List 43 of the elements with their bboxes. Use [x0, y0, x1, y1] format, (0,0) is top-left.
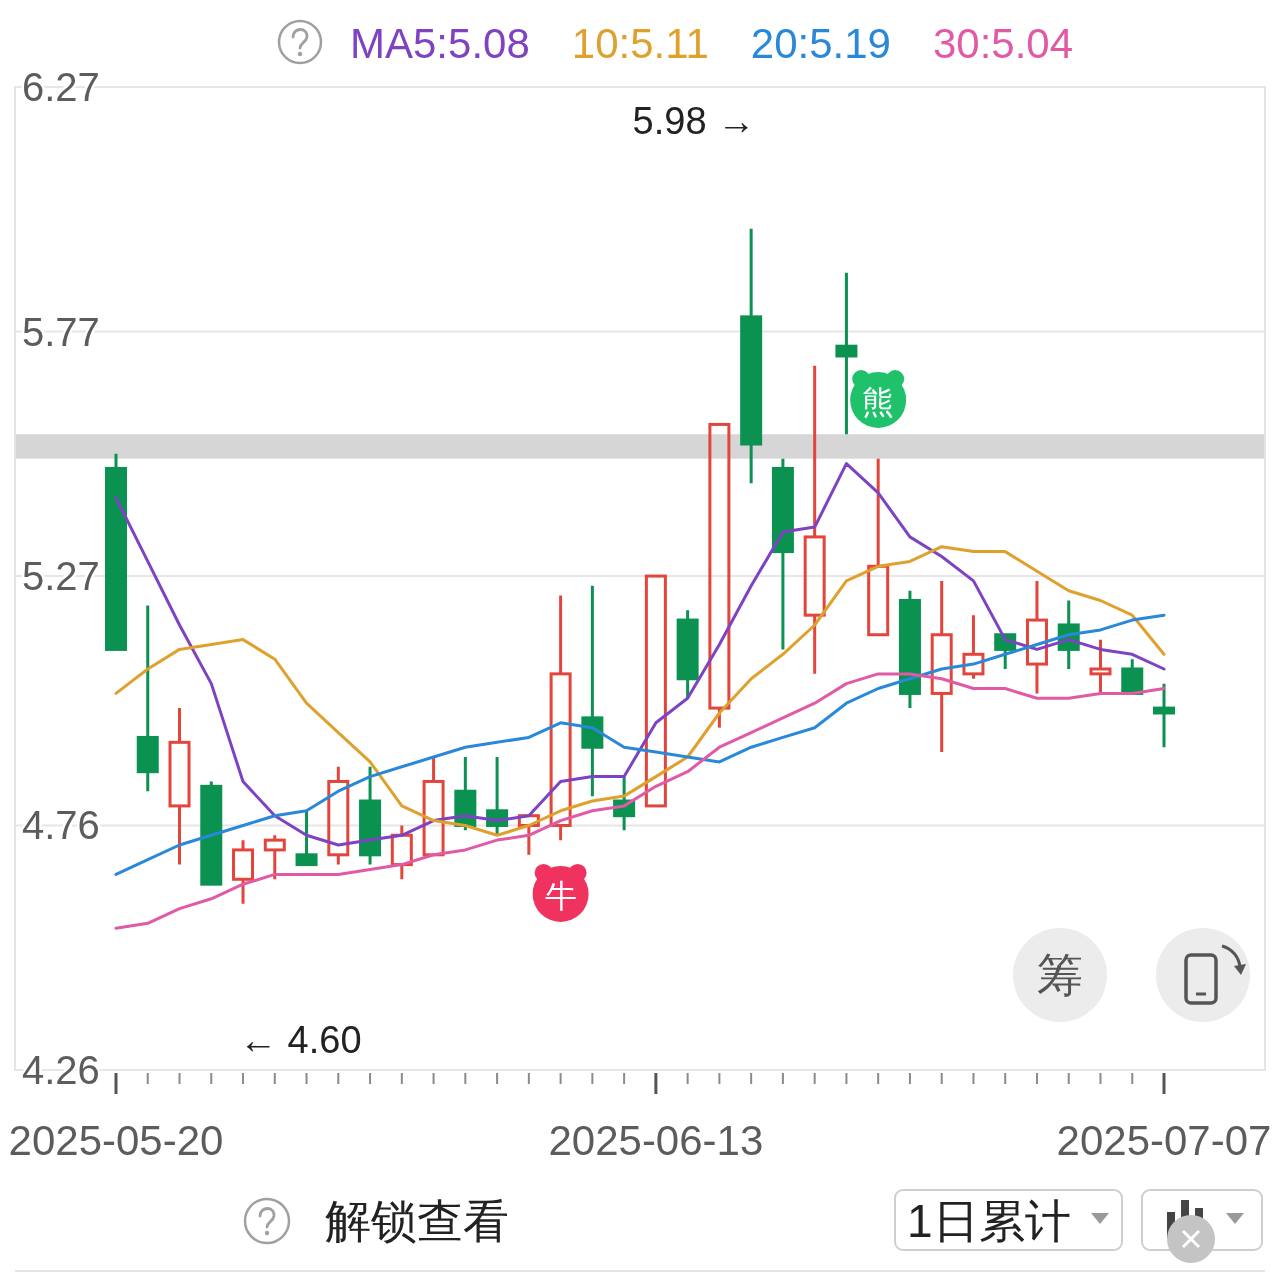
candlestick: [708, 422, 731, 728]
y-tick-label: 6.27: [22, 65, 100, 109]
line-series: [114, 545, 1166, 837]
candlestick: [676, 610, 699, 699]
candlestick: [740, 228, 763, 484]
line-series: [114, 672, 1166, 930]
text: 30:5.04: [932, 19, 1074, 67]
candlestick: [136, 605, 159, 792]
annotation: ← 4.60: [239, 1019, 362, 1061]
candlestick: [771, 458, 794, 650]
candlestick: [232, 840, 255, 904]
annotation: 筹: [1037, 949, 1083, 1001]
data-label: 牛: [544, 877, 577, 914]
candlestick: [930, 580, 953, 753]
text: 1日累计: [907, 1195, 1071, 1247]
candlestick: [962, 615, 985, 679]
candlestick: [581, 585, 604, 797]
candlestick: [867, 458, 890, 637]
y-tick-label: 5.77: [22, 309, 100, 354]
candlestick: [1089, 639, 1112, 694]
line-series: [114, 462, 1166, 847]
x-tick-label: 2025-07-07: [1056, 1116, 1272, 1164]
y-tick-label: 5.27: [22, 554, 100, 599]
candlestick: [168, 708, 191, 865]
y-tick-label: 4.76: [22, 803, 100, 848]
line-series: [114, 613, 1166, 876]
y-tick-label: 4.26: [22, 1048, 100, 1092]
annotation: 5.98 →: [632, 100, 756, 142]
candlestick: [327, 766, 350, 865]
x-tick-label: 2025-06-13: [548, 1116, 764, 1164]
candlestick: [359, 766, 382, 865]
candlestick: [295, 810, 318, 867]
candlestick: [803, 365, 826, 674]
x-tick-label: 2025-05-20: [8, 1116, 224, 1164]
candlestick: [549, 595, 572, 841]
text: 10:5.11: [571, 19, 709, 67]
data-label: 熊: [862, 384, 895, 420]
candlestick: [898, 590, 921, 709]
text: 20:5.19: [750, 19, 891, 67]
text: 解锁查看: [325, 1195, 509, 1247]
candlestick: [263, 835, 286, 880]
candlestick: [1025, 580, 1048, 694]
text: MA5:5.08: [350, 19, 530, 67]
